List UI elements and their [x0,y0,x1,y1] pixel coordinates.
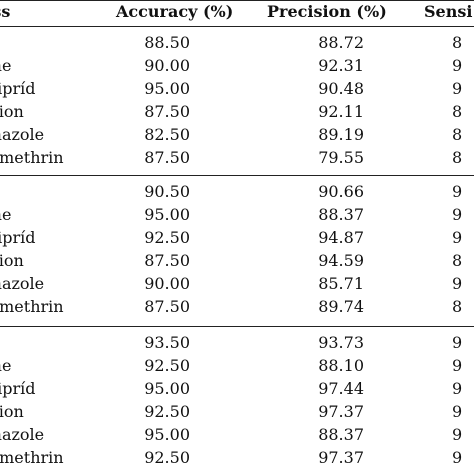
row-sensitivity: 9 [452,228,463,247]
table-row: ermethrin 87.50 89.74 8 [0,295,474,318]
row-precision: 92.31 [318,56,364,75]
row-accuracy: 88.50 [144,33,190,52]
table-row: mipríd 92.50 94.87 9 [0,226,474,249]
row-label: onazole [0,425,45,444]
row-label: onazole [0,125,45,144]
row-sensitivity: 9 [452,333,463,352]
table-row: ermethrin 87.50 79.55 8 [0,146,474,169]
row-accuracy: 92.50 [144,356,190,375]
row-precision: 85.71 [318,274,364,293]
row-accuracy: 95.00 [144,79,190,98]
row-label: ermethrin [0,297,64,316]
table-row: mipríd 95.00 97.44 9 [0,377,474,400]
row-sensitivity: 8 [452,33,463,52]
row-accuracy: 87.50 [144,102,190,121]
table-row: onazole 95.00 88.37 9 [0,423,474,446]
row-sensitivity: 9 [452,448,463,467]
row-precision: 90.66 [318,182,364,201]
table-row: onazole 90.00 85.71 9 [0,272,474,295]
table-row: ll 90.50 90.66 9 [0,180,474,203]
table-row: thion 92.50 97.37 9 [0,400,474,423]
row-precision: 90.48 [318,79,364,98]
row-label: thion [0,251,24,270]
row-label: one [0,356,12,375]
header-sensitivity: Sensi [424,2,473,21]
table-row: thion 87.50 94.59 8 [0,249,474,272]
row-accuracy: 87.50 [144,251,190,270]
table-top-rule [0,0,474,1]
table-row: mipríd 95.00 90.48 9 [0,77,474,100]
row-sensitivity: 9 [452,56,463,75]
group-divider-1 [0,175,474,176]
row-accuracy: 90.50 [144,182,190,201]
row-accuracy: 87.50 [144,297,190,316]
row-label: one [0,56,12,75]
table-row: onazole 82.50 89.19 8 [0,123,474,146]
row-accuracy: 95.00 [144,425,190,444]
row-sensitivity: 8 [452,102,463,121]
table-row: thion 87.50 92.11 8 [0,100,474,123]
row-sensitivity: 9 [452,425,463,444]
row-label: one [0,205,12,224]
row-label: ermethrin [0,148,64,167]
table-header-row: ass Accuracy (%) Precision (%) Sensi [0,0,474,23]
row-sensitivity: 9 [452,79,463,98]
row-precision: 92.11 [318,102,364,121]
row-sensitivity: 9 [452,274,463,293]
header-rule [0,26,474,27]
row-label: mipríd [0,379,36,398]
table-row: one 90.00 92.31 9 [0,54,474,77]
row-sensitivity: 9 [452,379,463,398]
row-label: mipríd [0,79,36,98]
row-accuracy: 87.50 [144,148,190,167]
row-precision: 89.74 [318,297,364,316]
row-sensitivity: 8 [452,297,463,316]
row-sensitivity: 8 [452,148,463,167]
row-accuracy: 90.00 [144,274,190,293]
row-sensitivity: 8 [452,251,463,270]
row-label: onazole [0,274,45,293]
header-precision: Precision (%) [267,2,387,21]
row-precision: 89.19 [318,125,364,144]
row-accuracy: 93.50 [144,333,190,352]
row-accuracy: 92.50 [144,402,190,421]
row-accuracy: 95.00 [144,205,190,224]
row-precision: 88.10 [318,356,364,375]
row-label: thion [0,402,24,421]
group-divider-2 [0,326,474,327]
row-label: mipríd [0,228,36,247]
row-accuracy: 90.00 [144,56,190,75]
header-accuracy: Accuracy (%) [116,2,234,21]
row-precision: 79.55 [318,148,364,167]
row-sensitivity: 9 [452,402,463,421]
row-precision: 94.59 [318,251,364,270]
row-precision: 88.37 [318,205,364,224]
row-sensitivity: 9 [452,182,463,201]
row-sensitivity: 9 [452,356,463,375]
row-precision: 97.37 [318,402,364,421]
row-label: ermethrin [0,448,64,467]
row-sensitivity: 9 [452,205,463,224]
table-row: ermethrin 92.50 97.37 9 [0,446,474,469]
row-precision: 93.73 [318,333,364,352]
table-row: ll 88.50 88.72 8 [0,31,474,54]
row-precision: 88.37 [318,425,364,444]
table-row: one 95.00 88.37 9 [0,203,474,226]
row-accuracy: 95.00 [144,379,190,398]
row-precision: 88.72 [318,33,364,52]
row-precision: 94.87 [318,228,364,247]
header-class: ass [0,2,11,21]
table-row: ll 93.50 93.73 9 [0,331,474,354]
row-label: thion [0,102,24,121]
table-row: one 92.50 88.10 9 [0,354,474,377]
row-precision: 97.37 [318,448,364,467]
row-accuracy: 92.50 [144,228,190,247]
row-sensitivity: 8 [452,125,463,144]
row-precision: 97.44 [318,379,364,398]
row-accuracy: 82.50 [144,125,190,144]
row-accuracy: 92.50 [144,448,190,467]
